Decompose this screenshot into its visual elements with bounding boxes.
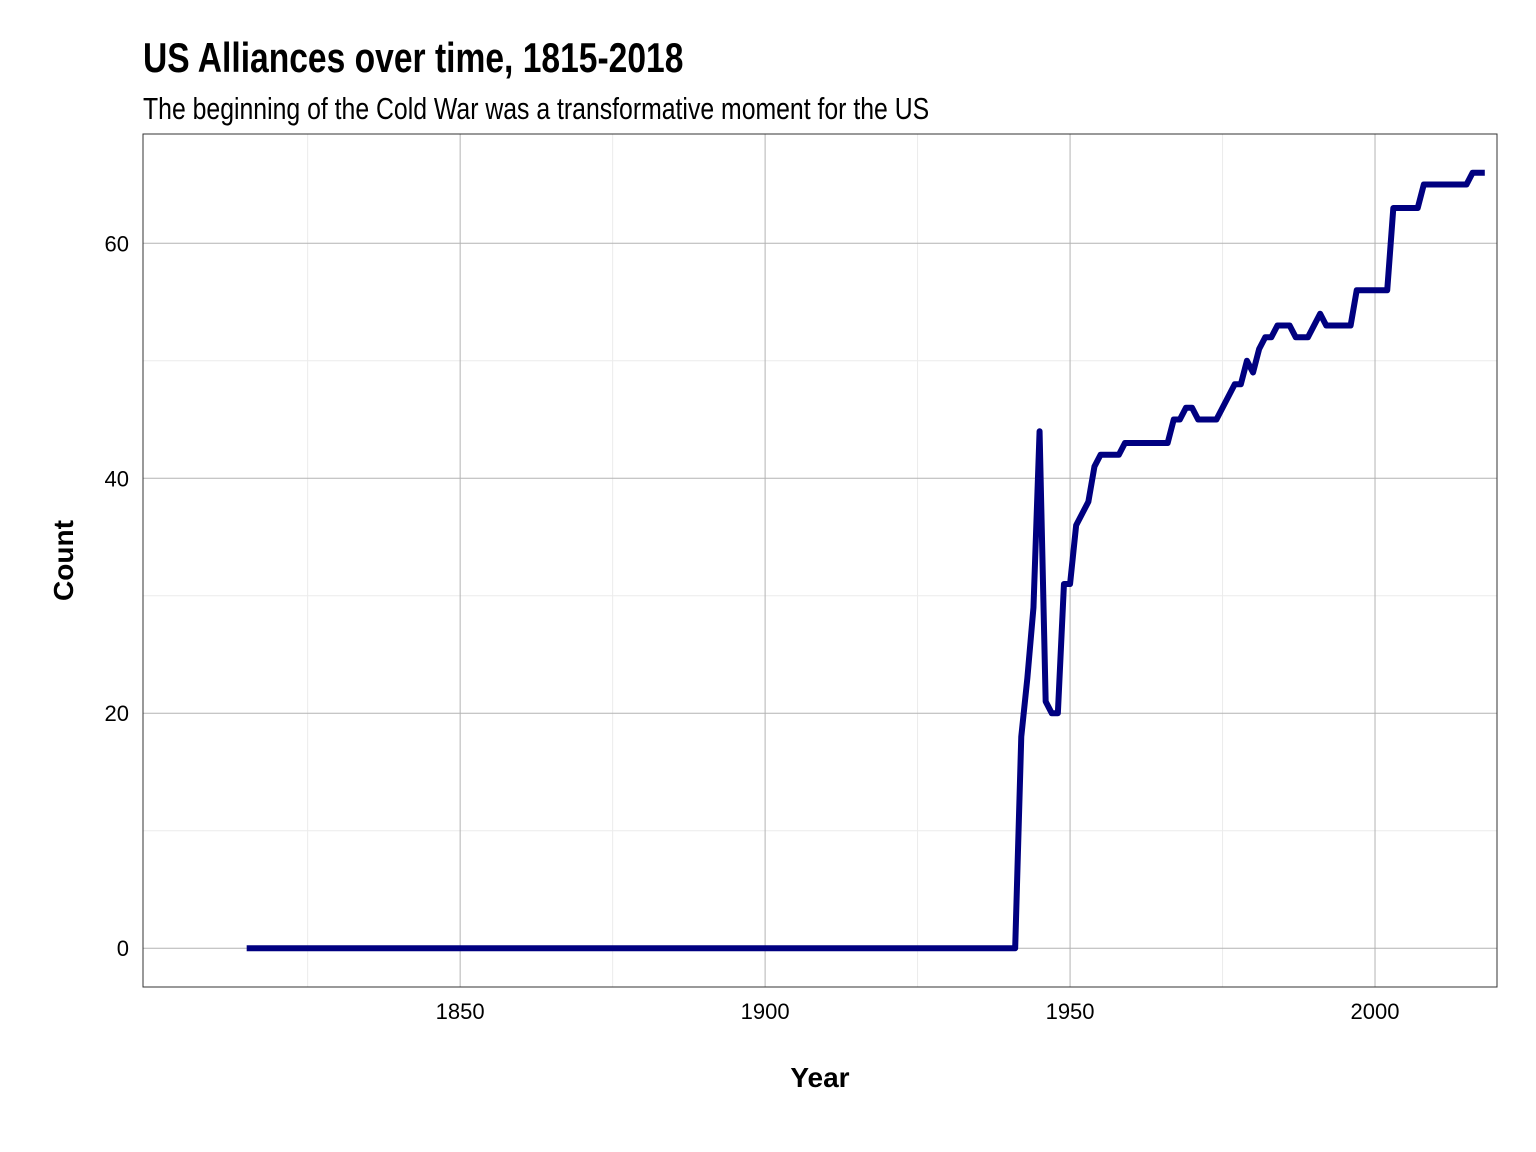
x-tick-label: 1950 (1046, 999, 1095, 1024)
major-gridlines (143, 134, 1497, 987)
series-line (246, 169, 1485, 952)
x-axis-title: Year (790, 1062, 849, 1093)
plot-panel-border (142, 133, 1498, 988)
x-axis-ticks: 1850 1900 1950 2000 (436, 999, 1400, 1024)
x-tick-label: 1900 (741, 999, 790, 1024)
chart-subtitle: The beginning of the Cold War was a tran… (143, 91, 930, 126)
y-tick-label: 20 (105, 701, 129, 726)
series-layer (246, 169, 1485, 952)
y-axis-title: Count (48, 520, 79, 601)
y-axis-ticks: 0 20 40 60 (105, 231, 129, 961)
minor-gridlines (143, 134, 1497, 987)
chart-title: US Alliances over time, 1815-2018 (143, 34, 684, 81)
x-tick-label: 2000 (1351, 999, 1400, 1024)
y-tick-label: 40 (105, 466, 129, 491)
x-tick-label: 1850 (436, 999, 485, 1024)
y-tick-label: 0 (117, 936, 129, 961)
y-tick-label: 60 (105, 231, 129, 256)
